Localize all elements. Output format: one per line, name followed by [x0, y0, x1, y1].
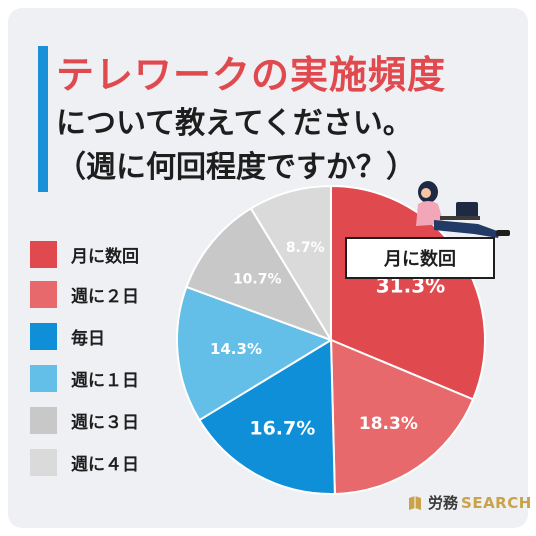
legend-swatch [30, 240, 57, 268]
pie-slice [185, 207, 334, 342]
legend-swatch [30, 322, 57, 350]
brand-name-latin: SEARCH [461, 493, 532, 512]
legend-swatch [30, 448, 57, 476]
chart-title-line-1: テレワークの実施頻度 [56, 53, 447, 97]
title-accent-bar [38, 46, 48, 192]
pie-slice-label: 16.7% [249, 418, 315, 440]
brand-book-icon [409, 495, 421, 510]
legend-swatch [30, 406, 57, 434]
legend-label: 月に数回 [71, 246, 139, 267]
pie-slice [198, 338, 336, 495]
chart-title-line-2: について教えてください。 [56, 106, 413, 141]
legend-item-three-weekly: 週に３日 [30, 406, 180, 434]
pie-slice [329, 338, 475, 495]
legend-item-four-weekly: 週に４日 [30, 448, 180, 476]
legend-item-once-weekly: 週に１日 [30, 364, 180, 392]
person-with-laptop-illustration [416, 181, 510, 238]
legend-swatch [30, 280, 57, 308]
legend-label: 週に３日 [71, 412, 139, 433]
pie-slice-label: 8.7% [286, 240, 325, 256]
legend-label: 毎日 [71, 328, 105, 349]
pie-slice [249, 184, 332, 344]
legend-label: 週に２日 [71, 286, 139, 307]
brand-logo: 労務 SEARCH [408, 492, 532, 513]
pie-slice-label: 10.7% [233, 271, 282, 287]
legend-item-monthly: 月に数回 [30, 240, 180, 268]
chart-title-line-3: （週に何回程度ですか？） [56, 150, 416, 185]
legend-item-twice-weekly: 週に２日 [30, 280, 180, 308]
pie-slice [176, 285, 334, 422]
callout-label: 月に数回 [345, 237, 495, 279]
pie-slice-label: 18.3% [359, 414, 418, 434]
legend-label: 週に４日 [71, 454, 139, 475]
brand-name-japanese: 労務 [428, 494, 459, 512]
pie-slice-label: 14.3% [210, 340, 262, 358]
legend-label: 週に１日 [71, 370, 139, 391]
legend-swatch [30, 364, 57, 392]
legend-item-daily: 毎日 [30, 322, 180, 350]
